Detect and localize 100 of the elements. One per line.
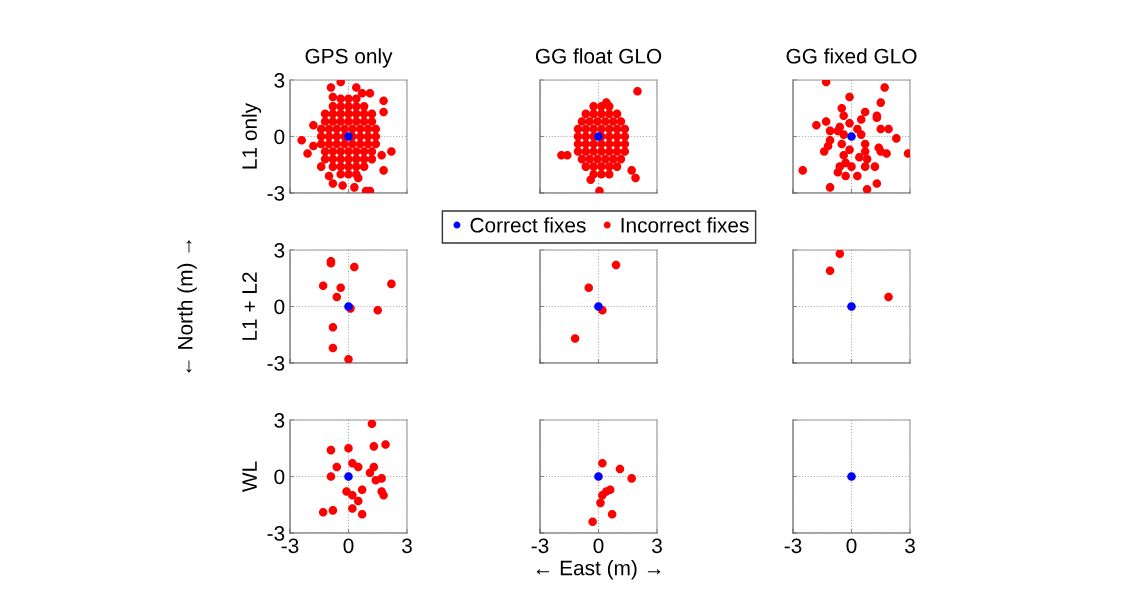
point: [839, 151, 848, 160]
legend-label: Incorrect fixes: [621, 217, 749, 233]
point: [841, 171, 850, 181]
point: [884, 292, 893, 302]
y-tick-label: 3: [274, 243, 285, 258]
point: [845, 92, 854, 102]
y-axis-title: WL: [242, 461, 257, 493]
chart-title: GG fixed GLO: [786, 48, 917, 64]
point: [860, 162, 870, 171]
point: [387, 279, 396, 289]
x-tick-label: 3: [905, 538, 915, 554]
point: [855, 152, 864, 162]
point: [837, 139, 847, 149]
point: [847, 162, 856, 171]
text: ← North (m) →: [177, 240, 197, 373]
point: [870, 162, 880, 171]
point: [594, 302, 603, 311]
chart-title: GPS only: [305, 48, 393, 68]
point: [856, 130, 866, 139]
point: [833, 168, 843, 177]
point: [860, 147, 870, 156]
point: [847, 302, 856, 311]
chart-title: GG float GLO: [535, 48, 662, 64]
x-tick-label: -3: [784, 538, 802, 554]
point: [369, 442, 379, 451]
point: [812, 120, 821, 130]
point: [837, 103, 847, 113]
point: [342, 487, 351, 496]
point: [862, 184, 872, 193]
point: [344, 443, 353, 453]
x-tick-label: 0: [593, 538, 604, 554]
point: [344, 472, 353, 481]
point: [839, 130, 848, 139]
y-tick-label: 0: [274, 129, 285, 145]
point: [607, 509, 617, 519]
point: [348, 504, 357, 513]
point: [570, 334, 580, 343]
point: [379, 491, 388, 500]
y-tick-label: 0: [274, 299, 285, 315]
point: [847, 132, 856, 141]
point: [318, 508, 328, 517]
y-axis-title: L1 + L2: [242, 272, 257, 340]
point: [353, 462, 363, 472]
point: [892, 134, 901, 143]
point: [882, 149, 891, 158]
point: [860, 139, 870, 149]
x-tick-label: 3: [402, 538, 412, 554]
point: [357, 485, 367, 494]
point: [326, 472, 336, 481]
point: [615, 464, 625, 474]
x-tick-label: 0: [846, 538, 857, 554]
point: [318, 281, 328, 291]
x-tick-label: 3: [652, 538, 662, 554]
point: [798, 166, 808, 175]
point: [611, 260, 621, 270]
x-tick-label: 0: [343, 538, 354, 554]
point: [326, 445, 336, 455]
y-tick-label: 3: [274, 413, 285, 428]
point: [584, 283, 594, 292]
point: [353, 496, 363, 506]
y-tick-label: -3: [267, 186, 285, 201]
point: [332, 292, 342, 302]
point: [627, 474, 636, 483]
point: [598, 491, 607, 500]
x-axis-title: ← East (m) →: [536, 560, 661, 580]
y-tick-label: -3: [267, 356, 285, 371]
point: [819, 147, 829, 156]
point: [862, 154, 872, 164]
point: [821, 80, 831, 87]
point: [835, 250, 845, 259]
point: [876, 124, 886, 134]
point: [367, 420, 377, 429]
point: [872, 179, 882, 188]
point: [377, 474, 386, 483]
point: [594, 472, 603, 481]
point: [350, 262, 359, 272]
y-axis-title: L1 only: [241, 102, 262, 169]
point: [853, 171, 862, 181]
point: [348, 491, 357, 500]
point: [357, 509, 367, 519]
point: [596, 498, 605, 508]
point: [845, 145, 854, 154]
point: [365, 468, 375, 478]
point: [328, 322, 338, 332]
point: [373, 305, 383, 315]
point: [856, 115, 866, 124]
point: [588, 517, 597, 526]
y-tick-label: 3: [274, 73, 285, 88]
point: [344, 354, 353, 363]
point: [880, 83, 889, 92]
point: [860, 107, 870, 117]
point: [853, 124, 862, 134]
point: [821, 117, 831, 126]
point: [825, 183, 835, 192]
point: [825, 266, 835, 275]
point: [839, 111, 848, 121]
point: [328, 506, 338, 515]
point: [845, 119, 854, 128]
point: [884, 124, 893, 134]
legend-label: Correct fixes: [470, 217, 586, 233]
